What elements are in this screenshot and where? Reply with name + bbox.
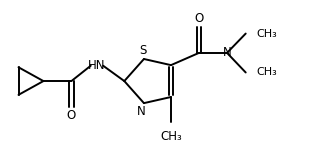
Text: HN: HN [88, 59, 105, 72]
Text: O: O [67, 109, 76, 122]
Text: CH₃: CH₃ [257, 29, 277, 39]
Text: CH₃: CH₃ [160, 130, 182, 143]
Text: N: N [223, 46, 231, 59]
Text: S: S [140, 44, 147, 57]
Text: N: N [137, 105, 146, 118]
Text: CH₃: CH₃ [257, 68, 277, 78]
Text: O: O [194, 12, 204, 25]
